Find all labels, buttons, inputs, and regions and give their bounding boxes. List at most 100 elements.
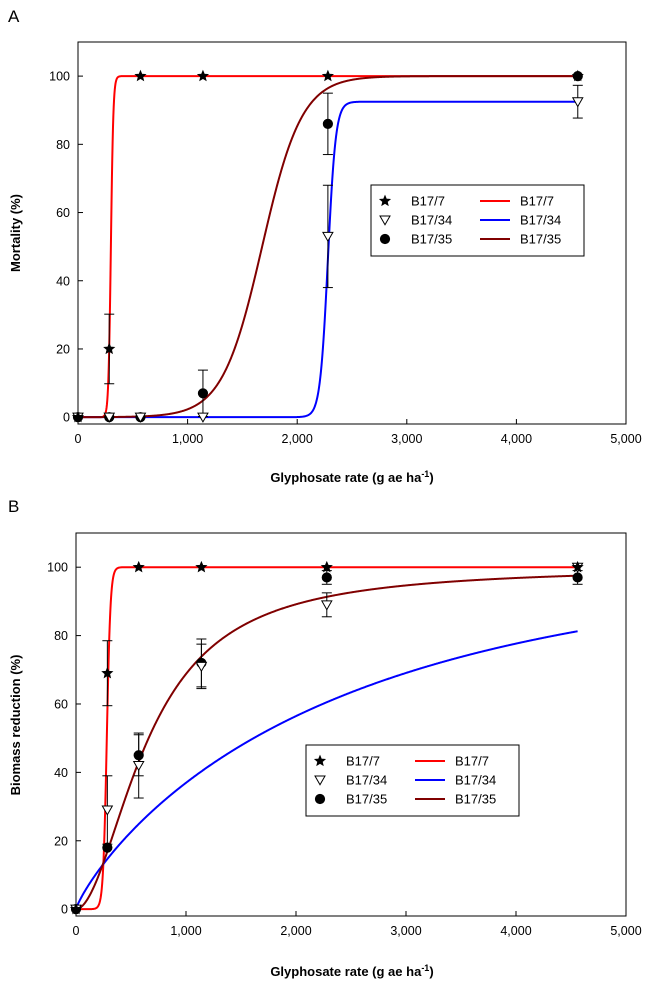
legend-entry: B17/7 B17/7 [378, 194, 554, 209]
x-axis-title-end: ) [429, 470, 433, 485]
data-point-b17-7 [571, 69, 584, 82]
data-point-b17-7 [196, 69, 210, 82]
y-axis-ticks: 0 20 40 60 80 100 [49, 70, 83, 425]
legend-entry: B17/34 B17/34 [379, 213, 561, 228]
legend-box [370, 184, 585, 257]
legend: B17/7 B17/7 B17/34 B17/34 B17/35 B17/35 [305, 744, 520, 817]
data-point-b17-34 [322, 231, 334, 243]
data-point-b17-34 [571, 97, 584, 108]
x-tick-label: 3,000 [391, 432, 422, 446]
legend-entry: B17/35 B17/35 [314, 792, 496, 807]
panel-a: A 0 20 40 60 80 100 0 1,000 2,000 3,000 4,000 5,00… [8, 7, 642, 485]
x-tick-label: 3,000 [390, 924, 421, 938]
fitted-curves [75, 566, 578, 911]
data-point-b17-35 [197, 388, 209, 399]
data-point-b17-34 [197, 412, 209, 423]
x-tick-label: 2,000 [282, 432, 313, 446]
y-tick-label: 60 [56, 206, 70, 220]
panel-label-a: A [8, 7, 20, 26]
data-point-b17-7 [195, 560, 208, 573]
y-tick-label: 0 [63, 411, 70, 425]
legend-marker [378, 194, 392, 207]
legend-marker [379, 215, 391, 226]
data-point-b17-35 [102, 842, 113, 853]
x-tick-label: 0 [73, 924, 80, 938]
legend-marker [379, 233, 391, 245]
legend: B17/7 B17/7 B17/34 B17/34 B17/35 B17/35 [370, 184, 585, 257]
legend-entry: B17/34 B17/34 [314, 773, 496, 788]
legend-line-label: B17/7 [520, 194, 554, 209]
y-tick-label: 0 [61, 903, 68, 917]
x-axis-title-sup: -1 [421, 963, 429, 973]
legend-marker-label: B17/34 [346, 773, 387, 788]
legend-marker-label: B17/7 [411, 194, 445, 209]
legend-line-label: B17/34 [455, 773, 496, 788]
legend-marker [313, 754, 327, 767]
x-axis-title-sup: -1 [421, 469, 429, 479]
legend-line-label: B17/35 [455, 792, 496, 807]
x-axis-title-main: Glyphosate rate (g ae ha [270, 964, 422, 979]
y-tick-label: 20 [56, 342, 70, 356]
legend-marker [314, 793, 326, 805]
data-point-b17-35 [321, 572, 332, 583]
data-point-b17-34 [103, 412, 116, 423]
x-tick-label: 5,000 [610, 924, 641, 938]
data-points [69, 560, 584, 915]
plot-frame [75, 532, 627, 917]
x-axis-ticks: 0 1,000 2,000 3,000 4,000 5,000 [75, 419, 642, 446]
panel-label-b: B [8, 497, 19, 516]
data-point-b17-35 [572, 572, 583, 583]
legend-line-label: B17/35 [520, 232, 561, 247]
legend-marker [314, 775, 326, 786]
y-axis-ticks: 0 20 40 60 80 100 [47, 561, 81, 917]
x-axis-title: Glyphosate rate (g ae ha-1) [270, 469, 433, 485]
y-tick-label: 100 [47, 561, 68, 575]
legend-marker-label: B17/35 [411, 232, 452, 247]
data-point-b17-35 [133, 750, 144, 761]
y-axis-title: Mortality (%) [8, 194, 23, 272]
data-point-b17-34 [195, 661, 208, 673]
y-tick-label: 40 [56, 274, 70, 288]
data-point-b17-34 [132, 761, 145, 772]
data-point-b17-7 [321, 69, 334, 82]
legend-entry: B17/35 B17/35 [379, 232, 561, 247]
x-tick-label: 2,000 [280, 924, 311, 938]
data-point-b17-7 [101, 666, 114, 679]
x-tick-label: 1,000 [172, 432, 203, 446]
data-point-b17-7 [134, 69, 147, 82]
x-axis-title: Glyphosate rate (g ae ha-1) [270, 963, 433, 979]
y-tick-label: 80 [56, 138, 70, 152]
data-point-b17-34 [320, 600, 333, 611]
data-point-b17-7 [571, 560, 584, 573]
data-point-b17-35 [322, 118, 333, 129]
data-point-b17-34 [101, 805, 114, 816]
legend-marker-label: B17/34 [411, 213, 452, 228]
plot-frame [77, 41, 627, 425]
x-tick-label: 5,000 [610, 432, 641, 446]
legend-box [305, 744, 520, 817]
y-tick-label: 60 [54, 697, 68, 711]
y-tick-label: 100 [49, 70, 70, 84]
y-tick-label: 80 [54, 629, 68, 643]
x-tick-label: 1,000 [170, 924, 201, 938]
data-point-b17-7 [132, 560, 145, 573]
legend-marker-label: B17/7 [346, 754, 380, 769]
y-tick-label: 40 [54, 766, 68, 780]
x-axis-ticks: 0 1,000 2,000 3,000 4,000 5,000 [73, 911, 642, 938]
data-point-b17-34 [134, 412, 147, 423]
legend-entry: B17/7 B17/7 [313, 754, 489, 769]
x-tick-label: 0 [75, 432, 82, 446]
panel-b: B 0 20 40 60 80 100 0 1,000 2,000 3,000 4,000 5,00… [8, 497, 642, 979]
fit-curve-b17-35 [77, 75, 578, 419]
fit-curve-b17-34 [75, 630, 578, 910]
legend-marker-label: B17/35 [346, 792, 387, 807]
data-point-b17-7 [320, 560, 333, 573]
x-axis-title-main: Glyphosate rate (g ae ha [270, 470, 422, 485]
y-axis-title: Biomass reduction (%) [8, 655, 23, 796]
x-tick-label: 4,000 [500, 924, 531, 938]
legend-line-label: B17/34 [520, 213, 561, 228]
legend-line-label: B17/7 [455, 754, 489, 769]
fit-curve-b17-7 [76, 566, 578, 911]
fit-curve-b17-35 [75, 574, 578, 911]
